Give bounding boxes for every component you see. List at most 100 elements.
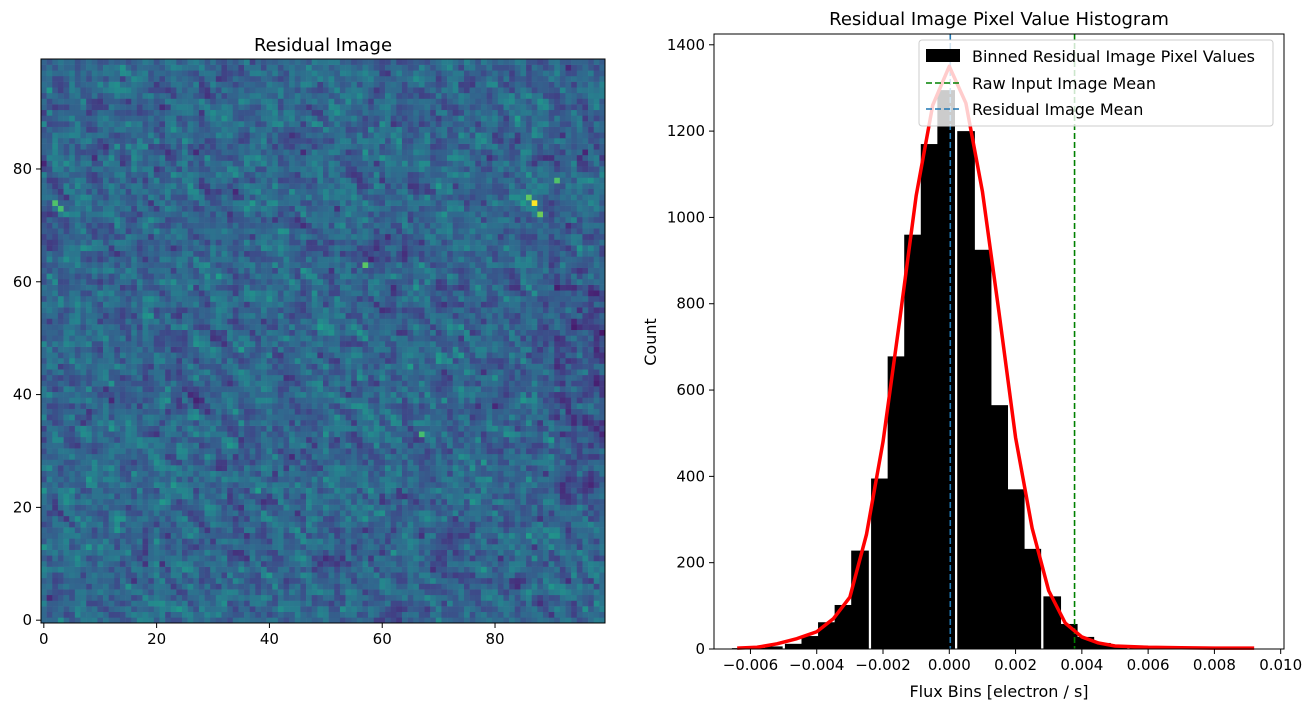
heatmap-cell [238, 510, 245, 517]
heatmap-cell [277, 538, 284, 545]
heatmap-cell [63, 448, 70, 455]
heatmap-cell [565, 560, 572, 567]
heatmap-cell [509, 448, 516, 455]
heatmap-cell [435, 560, 442, 567]
heatmap-cell [345, 374, 352, 381]
heatmap-cell [593, 419, 600, 426]
heatmap-cell [571, 352, 578, 359]
heatmap-cell [244, 386, 250, 393]
heatmap-cell [424, 380, 431, 387]
heatmap-cell [368, 583, 375, 590]
heatmap-cell [531, 369, 538, 376]
heatmap-cell [390, 498, 397, 505]
heatmap-cell [306, 436, 313, 443]
heatmap-cell [407, 414, 414, 421]
heatmap-cell [435, 515, 442, 522]
heatmap-cell [86, 386, 93, 393]
heatmap-cell [373, 352, 380, 359]
heatmap-cell [407, 527, 414, 534]
heatmap-cell [91, 408, 98, 415]
heatmap-cell [514, 448, 521, 455]
heatmap-cell [165, 436, 172, 443]
heatmap-cell [576, 465, 583, 472]
heatmap-cell [193, 431, 200, 438]
heatmap-cell [424, 482, 431, 488]
heatmap-cell [131, 386, 138, 393]
heatmap-cell [588, 583, 595, 590]
heatmap-cell [520, 555, 527, 562]
heatmap-cell [317, 566, 324, 573]
heatmap-cell [396, 431, 403, 438]
heatmap-cell [492, 363, 499, 370]
heatmap-cell [503, 357, 510, 364]
heatmap-cell [159, 476, 166, 483]
heatmap-cell [385, 403, 391, 409]
heatmap-cell [582, 470, 589, 477]
heatmap-cell [97, 504, 104, 511]
heatmap-cell [170, 357, 177, 364]
heatmap-cell [46, 341, 53, 347]
heatmap-cell [210, 577, 217, 584]
heatmap-cell [294, 589, 301, 596]
heatmap-cell [339, 346, 346, 353]
heatmap-cell [317, 577, 324, 584]
heatmap-cell [588, 453, 595, 460]
heatmap-cell [272, 606, 279, 613]
heatmap-cell [531, 532, 538, 539]
heatmap-cell [588, 380, 595, 387]
heatmap-cell [103, 465, 109, 472]
heatmap-cell [345, 498, 352, 505]
heatmap-cell [514, 380, 521, 387]
heatmap-cell [317, 397, 324, 404]
heatmap-cell [548, 459, 555, 466]
heatmap-cell [182, 493, 188, 500]
heatmap-cell [283, 606, 290, 613]
heatmap-cell [379, 448, 386, 455]
heatmap-cell [311, 555, 318, 562]
heatmap-cell [548, 448, 555, 455]
heatmap-cell [306, 352, 313, 359]
heatmap-cell [266, 425, 273, 432]
heatmap-cell [255, 549, 262, 556]
heatmap-cell [492, 572, 499, 579]
heatmap-cell [52, 436, 59, 443]
heatmap-cell [441, 482, 448, 488]
heatmap-cell [599, 572, 606, 579]
heatmap-cell [215, 465, 222, 472]
heatmap-cell [277, 414, 284, 421]
heatmap-cell [390, 363, 397, 370]
heatmap-cell [339, 504, 346, 511]
heatmap-cell [503, 617, 510, 624]
heatmap-cell [232, 465, 239, 472]
heatmap-cell [554, 465, 561, 472]
heatmap-cell [554, 549, 561, 556]
heatmap-cell [531, 408, 538, 415]
heatmap-cell [576, 397, 583, 404]
heatmap-cell [396, 470, 403, 477]
heatmap-cell [244, 363, 250, 370]
heatmap-cell [520, 470, 527, 477]
heatmap-cell [277, 498, 284, 505]
heatmap-cell [486, 436, 493, 443]
heatmap-cell [328, 369, 335, 376]
heatmap-cell [373, 566, 380, 573]
heatmap-cell [441, 504, 448, 511]
heatmap-cell [401, 566, 408, 573]
heatmap-cell [244, 436, 250, 443]
heatmap-cell [108, 357, 115, 364]
heatmap-cell [159, 436, 166, 443]
heatmap-cell [452, 453, 459, 460]
heatmap-cell [323, 555, 329, 562]
heatmap-cell [475, 493, 482, 500]
heatmap-cell [277, 403, 284, 409]
heatmap-cell [480, 527, 487, 534]
heatmap-cell [339, 408, 346, 415]
heatmap-cell [571, 408, 578, 415]
heatmap-cell [582, 583, 589, 590]
heatmap-cell [91, 425, 98, 432]
heatmap-cell [317, 482, 324, 488]
heatmap-cell [356, 408, 363, 415]
heatmap-cell [283, 357, 290, 364]
heatmap-cell [526, 414, 532, 421]
heatmap-cell [97, 583, 104, 590]
